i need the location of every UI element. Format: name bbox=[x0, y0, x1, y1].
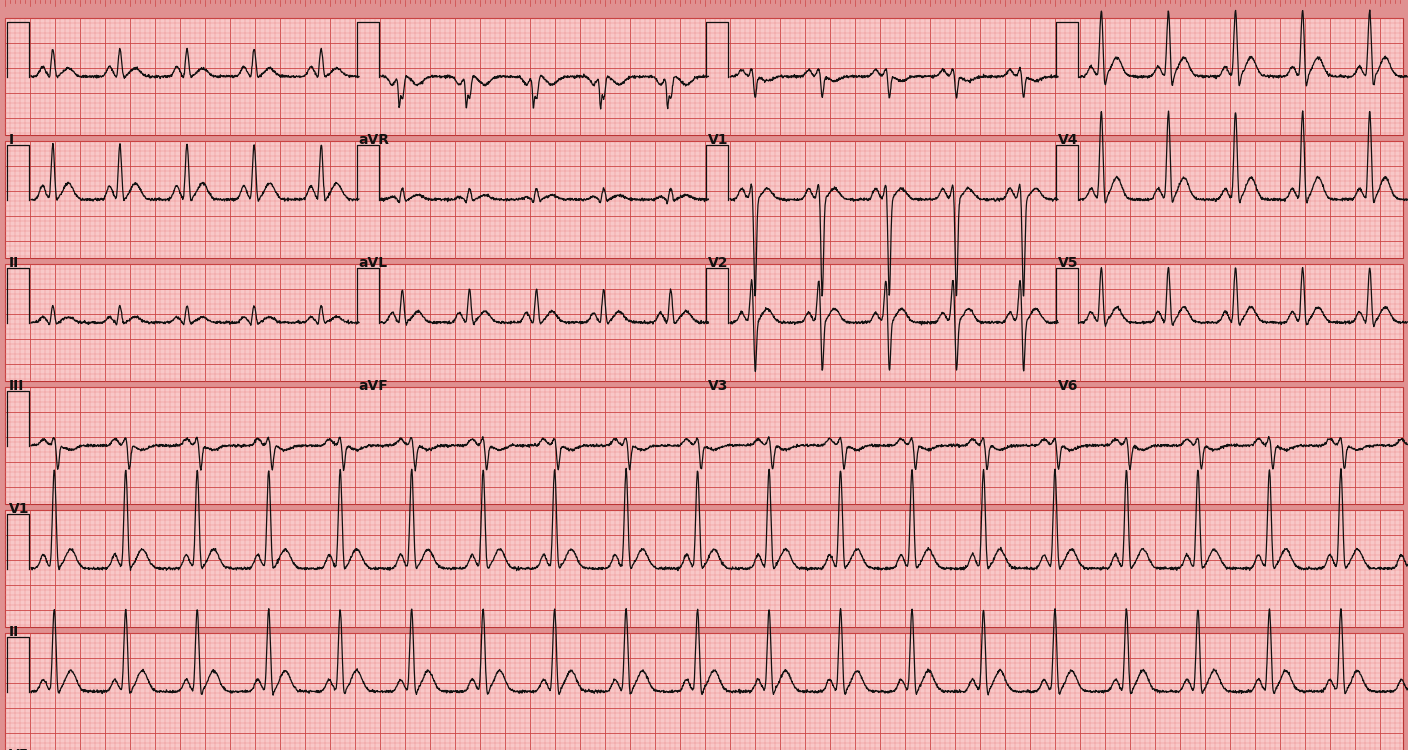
Bar bbox=[6, 633, 1402, 750]
Text: V1: V1 bbox=[708, 133, 728, 147]
Text: V3: V3 bbox=[708, 379, 728, 393]
Bar bbox=[6, 387, 1402, 504]
Text: V1: V1 bbox=[8, 502, 30, 516]
Text: V2: V2 bbox=[708, 256, 728, 270]
Text: V5: V5 bbox=[1057, 256, 1079, 270]
Text: II: II bbox=[8, 625, 20, 639]
Text: III: III bbox=[8, 379, 24, 393]
Bar bbox=[6, 264, 1402, 381]
Text: V4: V4 bbox=[1057, 133, 1079, 147]
Bar bbox=[6, 510, 1402, 627]
Text: aVF: aVF bbox=[359, 379, 389, 393]
Text: V6: V6 bbox=[1057, 379, 1079, 393]
Bar bbox=[6, 18, 1402, 135]
Text: I: I bbox=[8, 133, 14, 147]
Text: aVL: aVL bbox=[359, 256, 387, 270]
Text: II: II bbox=[8, 256, 20, 270]
Bar bbox=[6, 141, 1402, 258]
Text: aVR: aVR bbox=[359, 133, 390, 147]
Text: V5: V5 bbox=[8, 748, 30, 750]
